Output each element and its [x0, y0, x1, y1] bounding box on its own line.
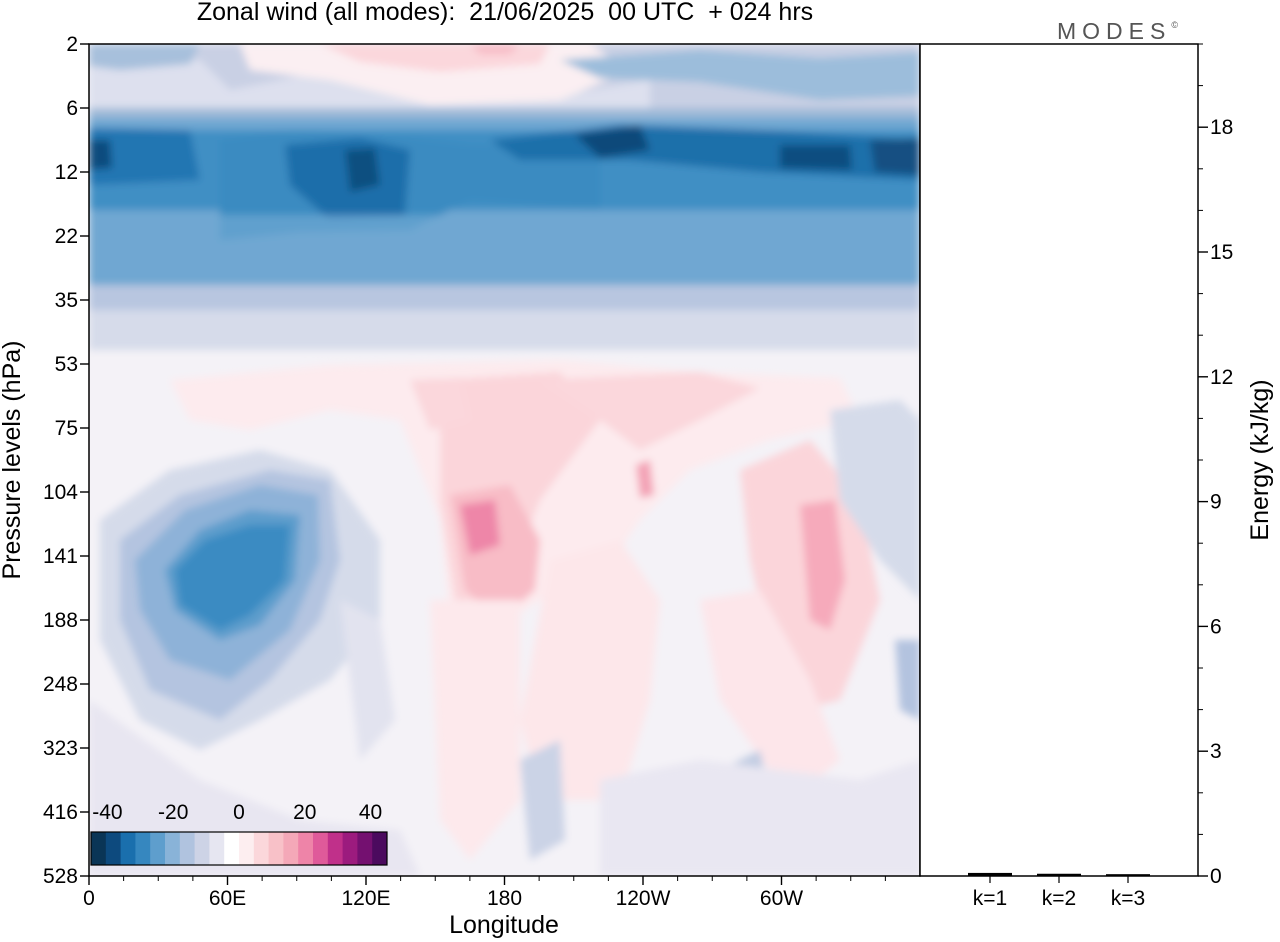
energy-bar [1037, 873, 1081, 876]
colorbar-swatch [283, 832, 299, 865]
x-axis-label: Longitude [449, 911, 559, 939]
energy-tick-label: 15 [1210, 241, 1233, 264]
colorbar-swatch [239, 832, 255, 865]
colorbar-swatch [357, 832, 373, 865]
y-tick-label: 141 [43, 545, 78, 568]
colorbar-swatch [327, 832, 344, 865]
x-tick-label: 120W [616, 887, 671, 910]
colorbar-swatch [194, 832, 210, 865]
energy-bar [968, 872, 1012, 876]
energy-bar [1106, 874, 1150, 876]
energy-categories: k=1 k=2 k=3 [973, 876, 1145, 910]
zonal-wind-heatmap [89, 44, 920, 876]
y-tick-label: 416 [43, 801, 78, 824]
energy-axis: 0 3 6 9 12 15 18 [1198, 43, 1233, 888]
colorbar-swatch [105, 832, 122, 865]
energy-category-label: k=2 [1042, 887, 1076, 910]
y-tick-label: 248 [43, 673, 78, 696]
x-tick-label: 120E [341, 887, 390, 910]
y-tick-label: 35 [55, 289, 78, 312]
y-tick-label: 104 [43, 481, 78, 504]
x-tick-label: 180 [487, 887, 522, 910]
energy-tick-label: 18 [1210, 116, 1233, 139]
energy-axis-label: Energy (kJ/kg) [1246, 379, 1274, 540]
colorbar-swatch [209, 832, 225, 865]
logo-text: MODES [1057, 18, 1172, 44]
colorbar-swatch [165, 832, 181, 865]
colorbar-label: 40 [359, 801, 382, 824]
colorbar-swatch [372, 832, 388, 865]
colorbar-label: -20 [158, 801, 188, 824]
colorbar-frame [90, 831, 388, 866]
colorbar-label: 20 [293, 801, 316, 824]
colorbar-swatch [298, 832, 314, 865]
colorbar: -40 -20 0 20 40 [90, 801, 388, 866]
y-tick-label: 2 [66, 33, 78, 56]
colorbar-swatch [179, 832, 196, 865]
y-tick-label: 188 [43, 609, 78, 632]
y-tick-label: 53 [55, 353, 78, 376]
colorbar-swatches [91, 832, 388, 865]
colorbar-swatch [342, 832, 358, 865]
energy-tick-label: 3 [1210, 740, 1222, 763]
energy-category-label: k=1 [973, 887, 1007, 910]
energy-tick-label: 6 [1210, 615, 1222, 638]
x-tick-label: 60E [209, 887, 246, 910]
y-tick-label: 6 [66, 97, 78, 120]
x-tick-label: 60W [760, 887, 803, 910]
colorbar-swatch [268, 832, 284, 865]
y-tick-label: 22 [55, 225, 78, 248]
energy-category-label: k=3 [1111, 887, 1145, 910]
energy-plot-frame [919, 43, 1199, 877]
y-tick-label: 528 [43, 865, 78, 888]
x-tick-label: 0 [83, 887, 95, 910]
y-tick-label: 12 [55, 161, 78, 184]
colorbar-label: 0 [233, 801, 245, 824]
energy-panel: 0 3 6 9 12 15 18 k=1 k=2 k=3 Energy (kJ/kg) [919, 43, 1274, 910]
colorbar-swatch [224, 832, 240, 865]
colorbar-label: -40 [92, 801, 122, 824]
longitude-axis: 0 60E 120E 180 120W 60W [83, 876, 886, 910]
colorbar-swatch [91, 832, 107, 865]
colorbar-swatch [253, 832, 270, 865]
y-tick-label: 323 [43, 737, 78, 760]
logo-copyright-mark: © [1171, 20, 1178, 30]
modes-logo: MODES© [1057, 18, 1178, 45]
colorbar-swatch [150, 832, 166, 865]
energy-bars [968, 872, 1150, 876]
colorbar-swatch [120, 832, 136, 865]
chart-title: Zonal wind (all modes): 21/06/2025 00 UT… [196, 0, 814, 26]
colorbar-swatch [135, 832, 151, 865]
y-tick-label: 75 [55, 417, 78, 440]
pressure-axis: 2 6 12 22 35 53 75 104 141 188 248 323 416 528 [43, 33, 89, 888]
y-axis-label: Pressure levels (hPa) [0, 341, 26, 580]
colorbar-swatch [313, 832, 329, 865]
colorbar-labels: -40 -20 0 20 40 [92, 801, 382, 824]
energy-tick-label: 12 [1210, 366, 1233, 389]
energy-tick-label: 0 [1210, 865, 1222, 888]
energy-tick-label: 9 [1210, 491, 1222, 514]
